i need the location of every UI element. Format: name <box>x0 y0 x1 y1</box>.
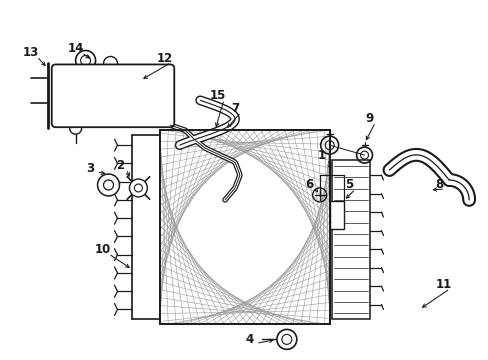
Text: 15: 15 <box>209 89 226 102</box>
Bar <box>160 130 329 324</box>
Bar <box>331 160 369 319</box>
Text: 6: 6 <box>305 179 313 192</box>
Circle shape <box>129 179 147 197</box>
Text: 14: 14 <box>67 42 83 55</box>
Text: 5: 5 <box>345 179 353 192</box>
Bar <box>329 201 343 229</box>
Text: 7: 7 <box>230 102 239 115</box>
Text: 13: 13 <box>22 46 39 59</box>
Text: 9: 9 <box>365 112 373 125</box>
FancyBboxPatch shape <box>52 64 174 127</box>
Text: 2: 2 <box>116 158 124 172</box>
Text: 4: 4 <box>245 333 254 346</box>
Text: 8: 8 <box>434 179 443 192</box>
Text: 11: 11 <box>435 278 451 291</box>
Bar <box>160 130 329 324</box>
Circle shape <box>276 329 296 349</box>
Text: 12: 12 <box>157 52 173 65</box>
Text: 1: 1 <box>317 149 325 162</box>
Text: 3: 3 <box>86 162 95 175</box>
Text: 10: 10 <box>94 243 110 256</box>
Circle shape <box>98 174 119 196</box>
